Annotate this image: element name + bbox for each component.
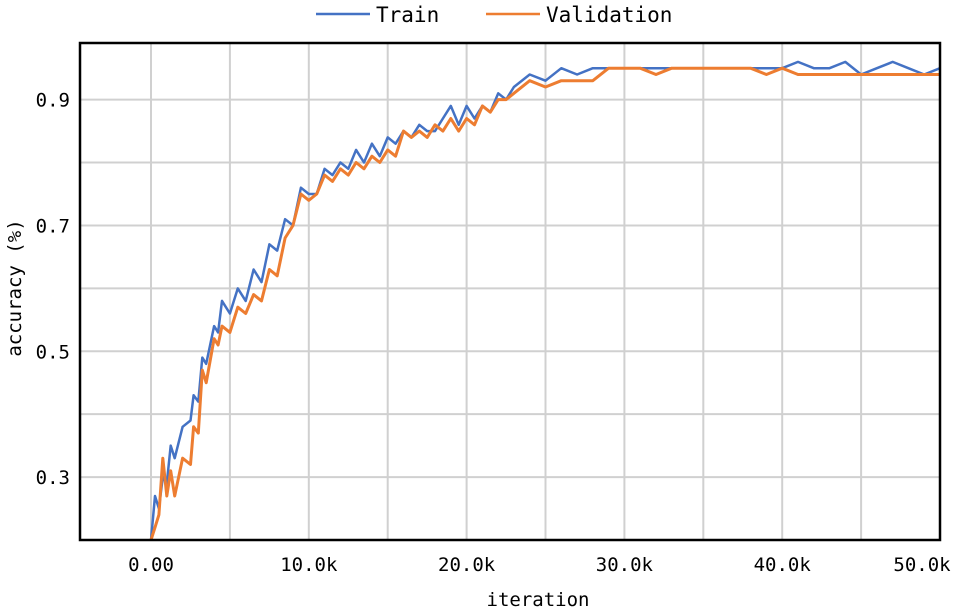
y-tick-labels: 0.3 0.5 0.7 0.9 <box>36 90 70 489</box>
series-lines <box>149 60 941 541</box>
legend: Train Validation <box>316 3 672 27</box>
y-tick-label: 0.9 <box>36 90 70 112</box>
grid-lines <box>80 43 940 540</box>
x-tick-label: 40.0k <box>754 554 812 576</box>
x-tick-label: 0.00 <box>128 554 174 576</box>
x-tick-label: 50.0k <box>893 554 951 576</box>
y-tick-label: 0.7 <box>36 215 70 237</box>
plot-frame <box>78 41 942 542</box>
y-tick-label: 0.3 <box>36 467 70 489</box>
x-tick-label: 20.0k <box>438 554 496 576</box>
y-axis-title: accuracy (%) <box>4 219 26 356</box>
legend-label-train: Train <box>376 3 439 27</box>
y-tick-label: 0.5 <box>36 341 70 363</box>
x-tick-label: 30.0k <box>596 554 654 576</box>
x-axis-title: iteration <box>487 589 590 611</box>
legend-label-validation: Validation <box>546 3 672 27</box>
x-tick-label: 10.0k <box>280 554 338 576</box>
series-line-validation <box>149 66 940 541</box>
x-tick-labels: 0.00 10.0k 20.0k 30.0k 40.0k 50.0k <box>128 554 951 576</box>
